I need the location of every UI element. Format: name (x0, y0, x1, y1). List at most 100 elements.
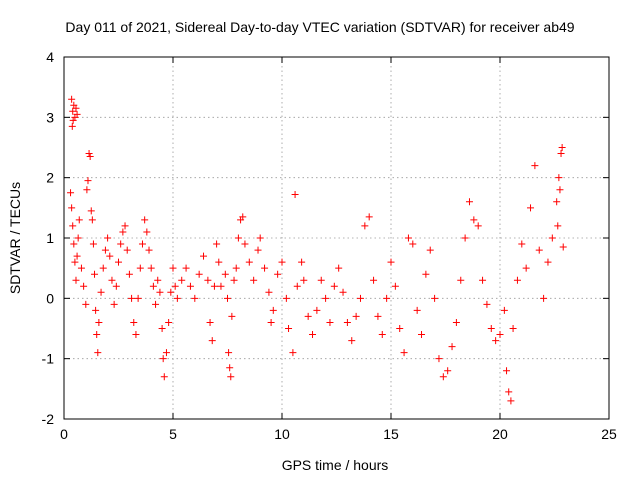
y-tick-label: 0 (46, 290, 54, 306)
data-point (88, 216, 96, 224)
data-point (278, 258, 286, 266)
data-point (162, 349, 170, 357)
data-point (206, 318, 214, 326)
data-point (544, 258, 552, 266)
y-tick-label: 4 (46, 49, 54, 65)
data-point (250, 276, 258, 284)
data-point (409, 240, 417, 248)
data-point (370, 276, 378, 284)
data-point (513, 276, 521, 284)
data-point (89, 240, 97, 248)
data-point (178, 276, 186, 284)
y-tick-label: 2 (46, 170, 54, 186)
data-point (554, 222, 562, 230)
data-point (123, 246, 131, 254)
data-point (121, 222, 129, 230)
data-point (556, 186, 564, 194)
data-point (210, 282, 218, 290)
data-point (261, 264, 269, 272)
data-point (75, 216, 83, 224)
data-point (396, 325, 404, 332)
data-point (378, 331, 386, 339)
data-point (136, 264, 144, 272)
y-tick-label: 1 (46, 230, 54, 246)
data-point (227, 373, 235, 381)
data-point (115, 258, 122, 266)
data-point (535, 246, 543, 254)
data-point (492, 337, 500, 345)
data-point (87, 207, 95, 215)
data-point (85, 150, 93, 158)
data-point (171, 282, 179, 290)
data-point (226, 364, 234, 372)
data-point (225, 349, 233, 357)
data-point (68, 204, 76, 212)
data-point (285, 325, 293, 332)
data-point (215, 258, 223, 266)
data-point (356, 294, 364, 302)
data-point (505, 388, 513, 396)
data-point (200, 252, 208, 260)
data-point (300, 276, 308, 284)
data-point (254, 246, 262, 254)
data-point (73, 110, 81, 118)
data-point (91, 270, 99, 278)
x-tick-label: 0 (60, 426, 68, 442)
data-point (159, 355, 167, 363)
x-tick-label: 5 (169, 426, 177, 442)
data-point (400, 349, 408, 357)
data-point (335, 264, 343, 272)
data-point (99, 264, 107, 272)
data-point (119, 228, 127, 236)
data-point (239, 213, 247, 221)
x-tick-label: 20 (492, 426, 508, 442)
data-point (217, 282, 225, 290)
y-tick-label: -1 (42, 351, 55, 367)
data-point (160, 373, 168, 381)
data-point (465, 198, 473, 206)
data-point (230, 276, 238, 284)
data-point (72, 276, 80, 284)
data-point (110, 300, 118, 308)
data-point (83, 186, 91, 194)
data-point (256, 234, 264, 242)
data-point (479, 276, 487, 284)
data-point (158, 325, 166, 332)
data-point (82, 300, 90, 308)
data-point (143, 228, 151, 236)
data-point (104, 234, 112, 242)
data-point (457, 276, 465, 284)
data-point (182, 264, 190, 272)
data-point (503, 367, 511, 375)
data-point (291, 191, 299, 199)
data-point (71, 258, 79, 266)
data-point (221, 270, 229, 278)
data-point (431, 294, 439, 302)
data-point (348, 337, 356, 345)
data-point (125, 270, 133, 278)
data-point (106, 252, 114, 260)
data-point (500, 306, 508, 314)
data-point (548, 234, 556, 242)
data-point (339, 288, 347, 296)
data-point (531, 162, 539, 170)
data-point (165, 318, 173, 326)
data-point (387, 258, 395, 266)
y-axis-label: SDTVAR / TECUs (7, 182, 23, 294)
data-point (509, 325, 517, 332)
data-point (391, 282, 399, 290)
data-point (559, 243, 567, 251)
data-point (374, 312, 382, 320)
data-point (540, 294, 548, 302)
data-point (173, 294, 181, 302)
data-point (435, 355, 443, 363)
data-point (361, 222, 369, 230)
data-point (130, 318, 138, 326)
data-point (69, 107, 77, 115)
data-point (191, 294, 199, 302)
data-point (293, 282, 301, 290)
data-point (169, 264, 177, 272)
data-point (282, 294, 290, 302)
data-point (496, 331, 504, 339)
